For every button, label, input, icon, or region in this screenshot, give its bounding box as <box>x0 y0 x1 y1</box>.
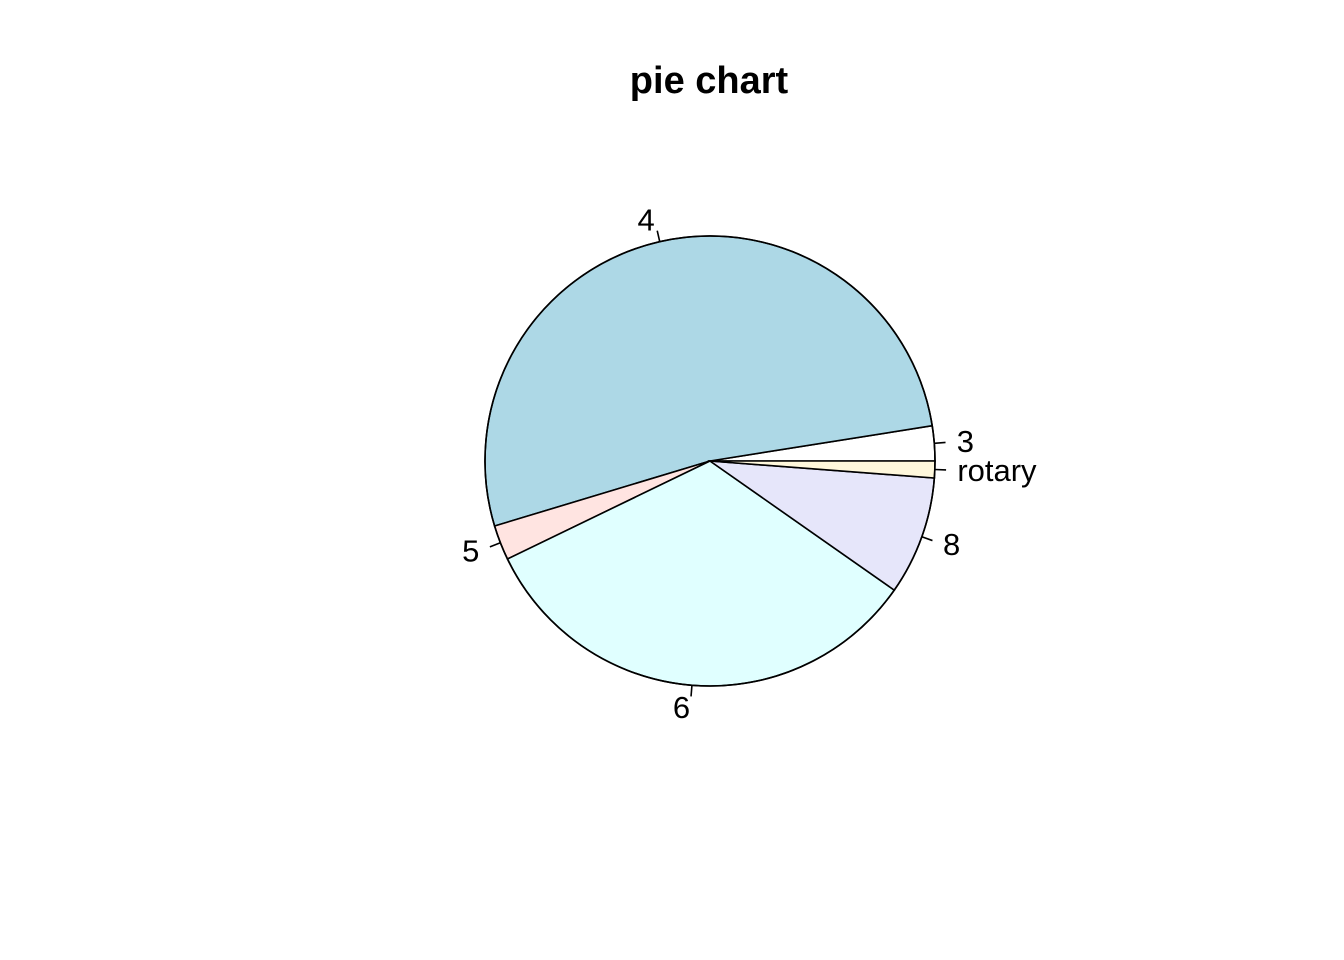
pie-label-5: 5 <box>462 533 479 568</box>
pie-tick-3 <box>934 441 946 445</box>
pie-outline <box>484 235 936 687</box>
chart-title: pie chart <box>630 60 789 102</box>
pie-tick-8 <box>921 536 933 542</box>
pie-labels: 3 4 5 6 8 rotary <box>462 202 1037 725</box>
pie-label-3: 3 <box>957 424 974 459</box>
pie-label-4: 4 <box>637 202 654 237</box>
pie-tick-4 <box>656 230 661 242</box>
pie-tick-5 <box>489 542 501 548</box>
pie-label-ticks <box>489 230 947 697</box>
pie-label-6: 6 <box>673 690 690 725</box>
pie-label-8: 8 <box>943 527 960 562</box>
pie-tick-6 <box>690 685 693 697</box>
pie-label-rotary: rotary <box>957 453 1037 488</box>
pie-slices <box>484 235 936 687</box>
